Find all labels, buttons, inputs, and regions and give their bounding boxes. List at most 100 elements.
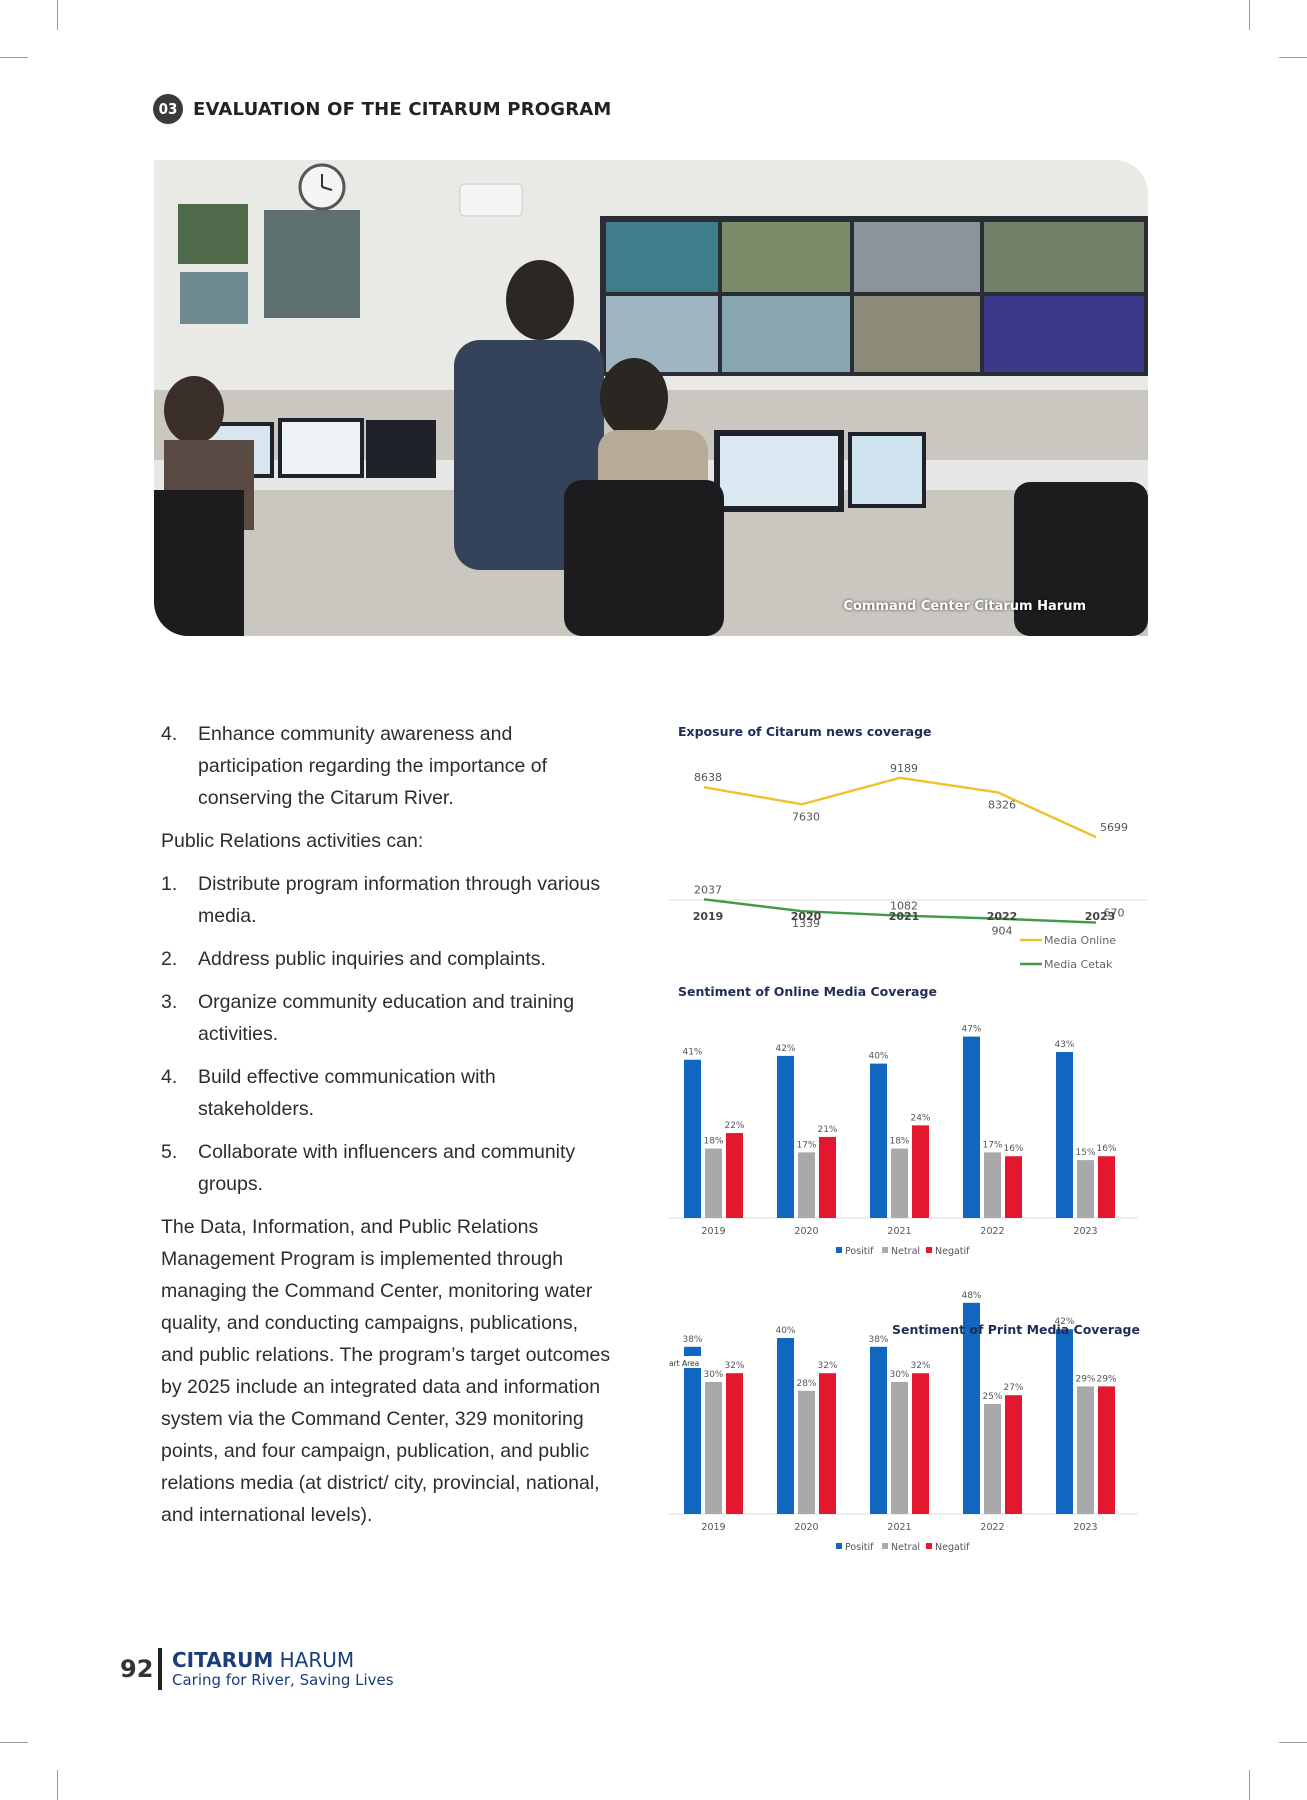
data-label: 5699 <box>1100 821 1128 834</box>
bar-value-label: 48% <box>961 1291 981 1301</box>
x-tick-label: 2020 <box>791 910 822 923</box>
section-title: EVALUATION OF THE CITARUM PROGRAM <box>193 98 612 120</box>
bar-negatif <box>1005 1156 1022 1218</box>
data-label: 8638 <box>694 771 722 784</box>
x-tick-label: 2022 <box>980 1522 1004 1533</box>
x-tick-label: 2019 <box>701 1522 725 1533</box>
legend-label: Positif <box>845 1542 874 1553</box>
bar-value-label: 47% <box>961 1025 981 1035</box>
x-tick-label: 2021 <box>887 1522 911 1533</box>
chart-title-exposure: Exposure of Citarum news coverage <box>678 724 932 739</box>
photo-illustration <box>154 160 1148 636</box>
bar-value-label: 29% <box>1096 1374 1116 1384</box>
bar-value-label: 32% <box>724 1361 744 1371</box>
x-tick-label: 2023 <box>1085 910 1116 923</box>
bar-value-label: 18% <box>703 1137 723 1147</box>
legend-swatch <box>836 1543 842 1549</box>
closing-paragraph: The Data, Information, and Public Relati… <box>161 1216 611 1526</box>
online-sentiment-bar-chart: 41%18%22%201942%17%21%202040%18%24%20214… <box>668 1025 1138 1257</box>
crop-mark <box>1249 1770 1250 1800</box>
bar-positif <box>1056 1052 1073 1218</box>
bar-negatif <box>912 1125 929 1218</box>
legend-label: Netral <box>891 1542 920 1553</box>
data-label: 670 <box>1104 907 1125 920</box>
page-number: 92 <box>120 1655 154 1683</box>
bar-value-label: 30% <box>703 1370 723 1380</box>
bar-netral <box>1077 1160 1094 1218</box>
list-text: Collaborate with influencers and communi… <box>198 1141 576 1195</box>
x-tick-label: 2019 <box>701 1226 725 1237</box>
legend-label: Media Online <box>1044 934 1116 947</box>
bar-negatif <box>912 1373 929 1514</box>
data-label: 8326 <box>988 798 1016 811</box>
list-text: Build effective communication with stake… <box>198 1066 496 1120</box>
list-item: 4. Enhance community awareness and parti… <box>161 718 613 814</box>
legend-swatch <box>836 1247 842 1253</box>
chart-area-tag: art Area <box>669 1359 699 1368</box>
list-number: 4. <box>161 723 178 745</box>
bar-value-label: 17% <box>982 1140 1002 1150</box>
bar-value-label: 18% <box>889 1137 909 1147</box>
list-text: Distribute program information through v… <box>198 873 601 927</box>
series-line-1 <box>703 898 1097 924</box>
crop-mark <box>1279 1742 1307 1743</box>
legend-swatch <box>926 1247 932 1253</box>
legend-label: Positif <box>845 1246 874 1257</box>
section-number-badge: 03 <box>153 94 183 124</box>
print-sentiment-bar-chart: 38%30%32%201940%28%32%202038%30%32%20214… <box>668 1291 1138 1553</box>
list-number: 1. <box>161 873 178 895</box>
bar-netral <box>705 1382 722 1514</box>
list-text: Organize community education and trainin… <box>198 991 575 1045</box>
bar-negatif <box>726 1373 743 1514</box>
bar-value-label: 16% <box>1096 1144 1116 1154</box>
bar-netral <box>891 1148 908 1218</box>
bar-positif <box>963 1036 980 1218</box>
bar-value-label: 38% <box>868 1335 888 1345</box>
list-text: Enhance community awareness and particip… <box>198 723 548 809</box>
data-label: 9189 <box>890 762 918 775</box>
x-tick-label: 2020 <box>794 1226 818 1237</box>
list-item: 4. Build effective communication with st… <box>161 1061 613 1125</box>
bar-netral <box>798 1390 815 1514</box>
chart-title-print-sentiment: Sentiment of Print Media Coverage <box>892 1322 1140 1337</box>
bar-value-label: 29% <box>1075 1374 1095 1384</box>
footer-divider <box>158 1648 162 1690</box>
bar-value-label: 17% <box>796 1140 816 1150</box>
photo-caption: Command Center Citarum Harum <box>843 599 1086 614</box>
bar-value-label: 16% <box>1003 1144 1023 1154</box>
crop-mark <box>57 0 58 30</box>
x-tick-label: 2023 <box>1073 1226 1097 1237</box>
legend-label: Netral <box>891 1246 920 1257</box>
legend-swatch <box>926 1543 932 1549</box>
exposure-line-chart: 8638763091898326569920371339108290467020… <box>668 762 1148 971</box>
bar-value-label: 24% <box>910 1113 930 1123</box>
intro-paragraph: Public Relations activities can: <box>161 830 424 852</box>
bar-value-label: 28% <box>796 1379 816 1389</box>
crop-mark <box>1249 0 1250 30</box>
bar-value-label: 40% <box>775 1326 795 1336</box>
body-text: 4. Enhance community awareness and parti… <box>161 718 613 1542</box>
x-tick-label: 2022 <box>980 1226 1004 1237</box>
data-label: 904 <box>992 925 1013 938</box>
x-tick-label: 2021 <box>887 1226 911 1237</box>
brand-name-bold: CITARUM <box>172 1648 274 1672</box>
bar-value-label: 43% <box>1054 1040 1074 1050</box>
section-header: 03 EVALUATION OF THE CITARUM PROGRAM <box>153 94 612 124</box>
bar-positif <box>777 1055 794 1218</box>
bar-netral <box>798 1152 815 1218</box>
bar-value-label: 42% <box>1054 1317 1074 1327</box>
data-label: 2037 <box>694 883 722 896</box>
brand-name: CITARUM HARUM <box>172 1649 394 1671</box>
bar-value-label: 40% <box>868 1052 888 1062</box>
bar-negatif <box>726 1133 743 1218</box>
legend-label: Media Cetak <box>1044 958 1113 971</box>
list-number: 5. <box>161 1141 178 1163</box>
list-number: 3. <box>161 991 178 1013</box>
x-tick-label: 2020 <box>794 1522 818 1533</box>
chart-title-online-sentiment: Sentiment of Online Media Coverage <box>678 984 937 999</box>
bar-netral <box>891 1382 908 1514</box>
bar-value-label: 42% <box>775 1044 795 1054</box>
bar-positif <box>684 1346 701 1514</box>
bar-negatif <box>1098 1156 1115 1218</box>
crop-mark <box>57 1770 58 1800</box>
